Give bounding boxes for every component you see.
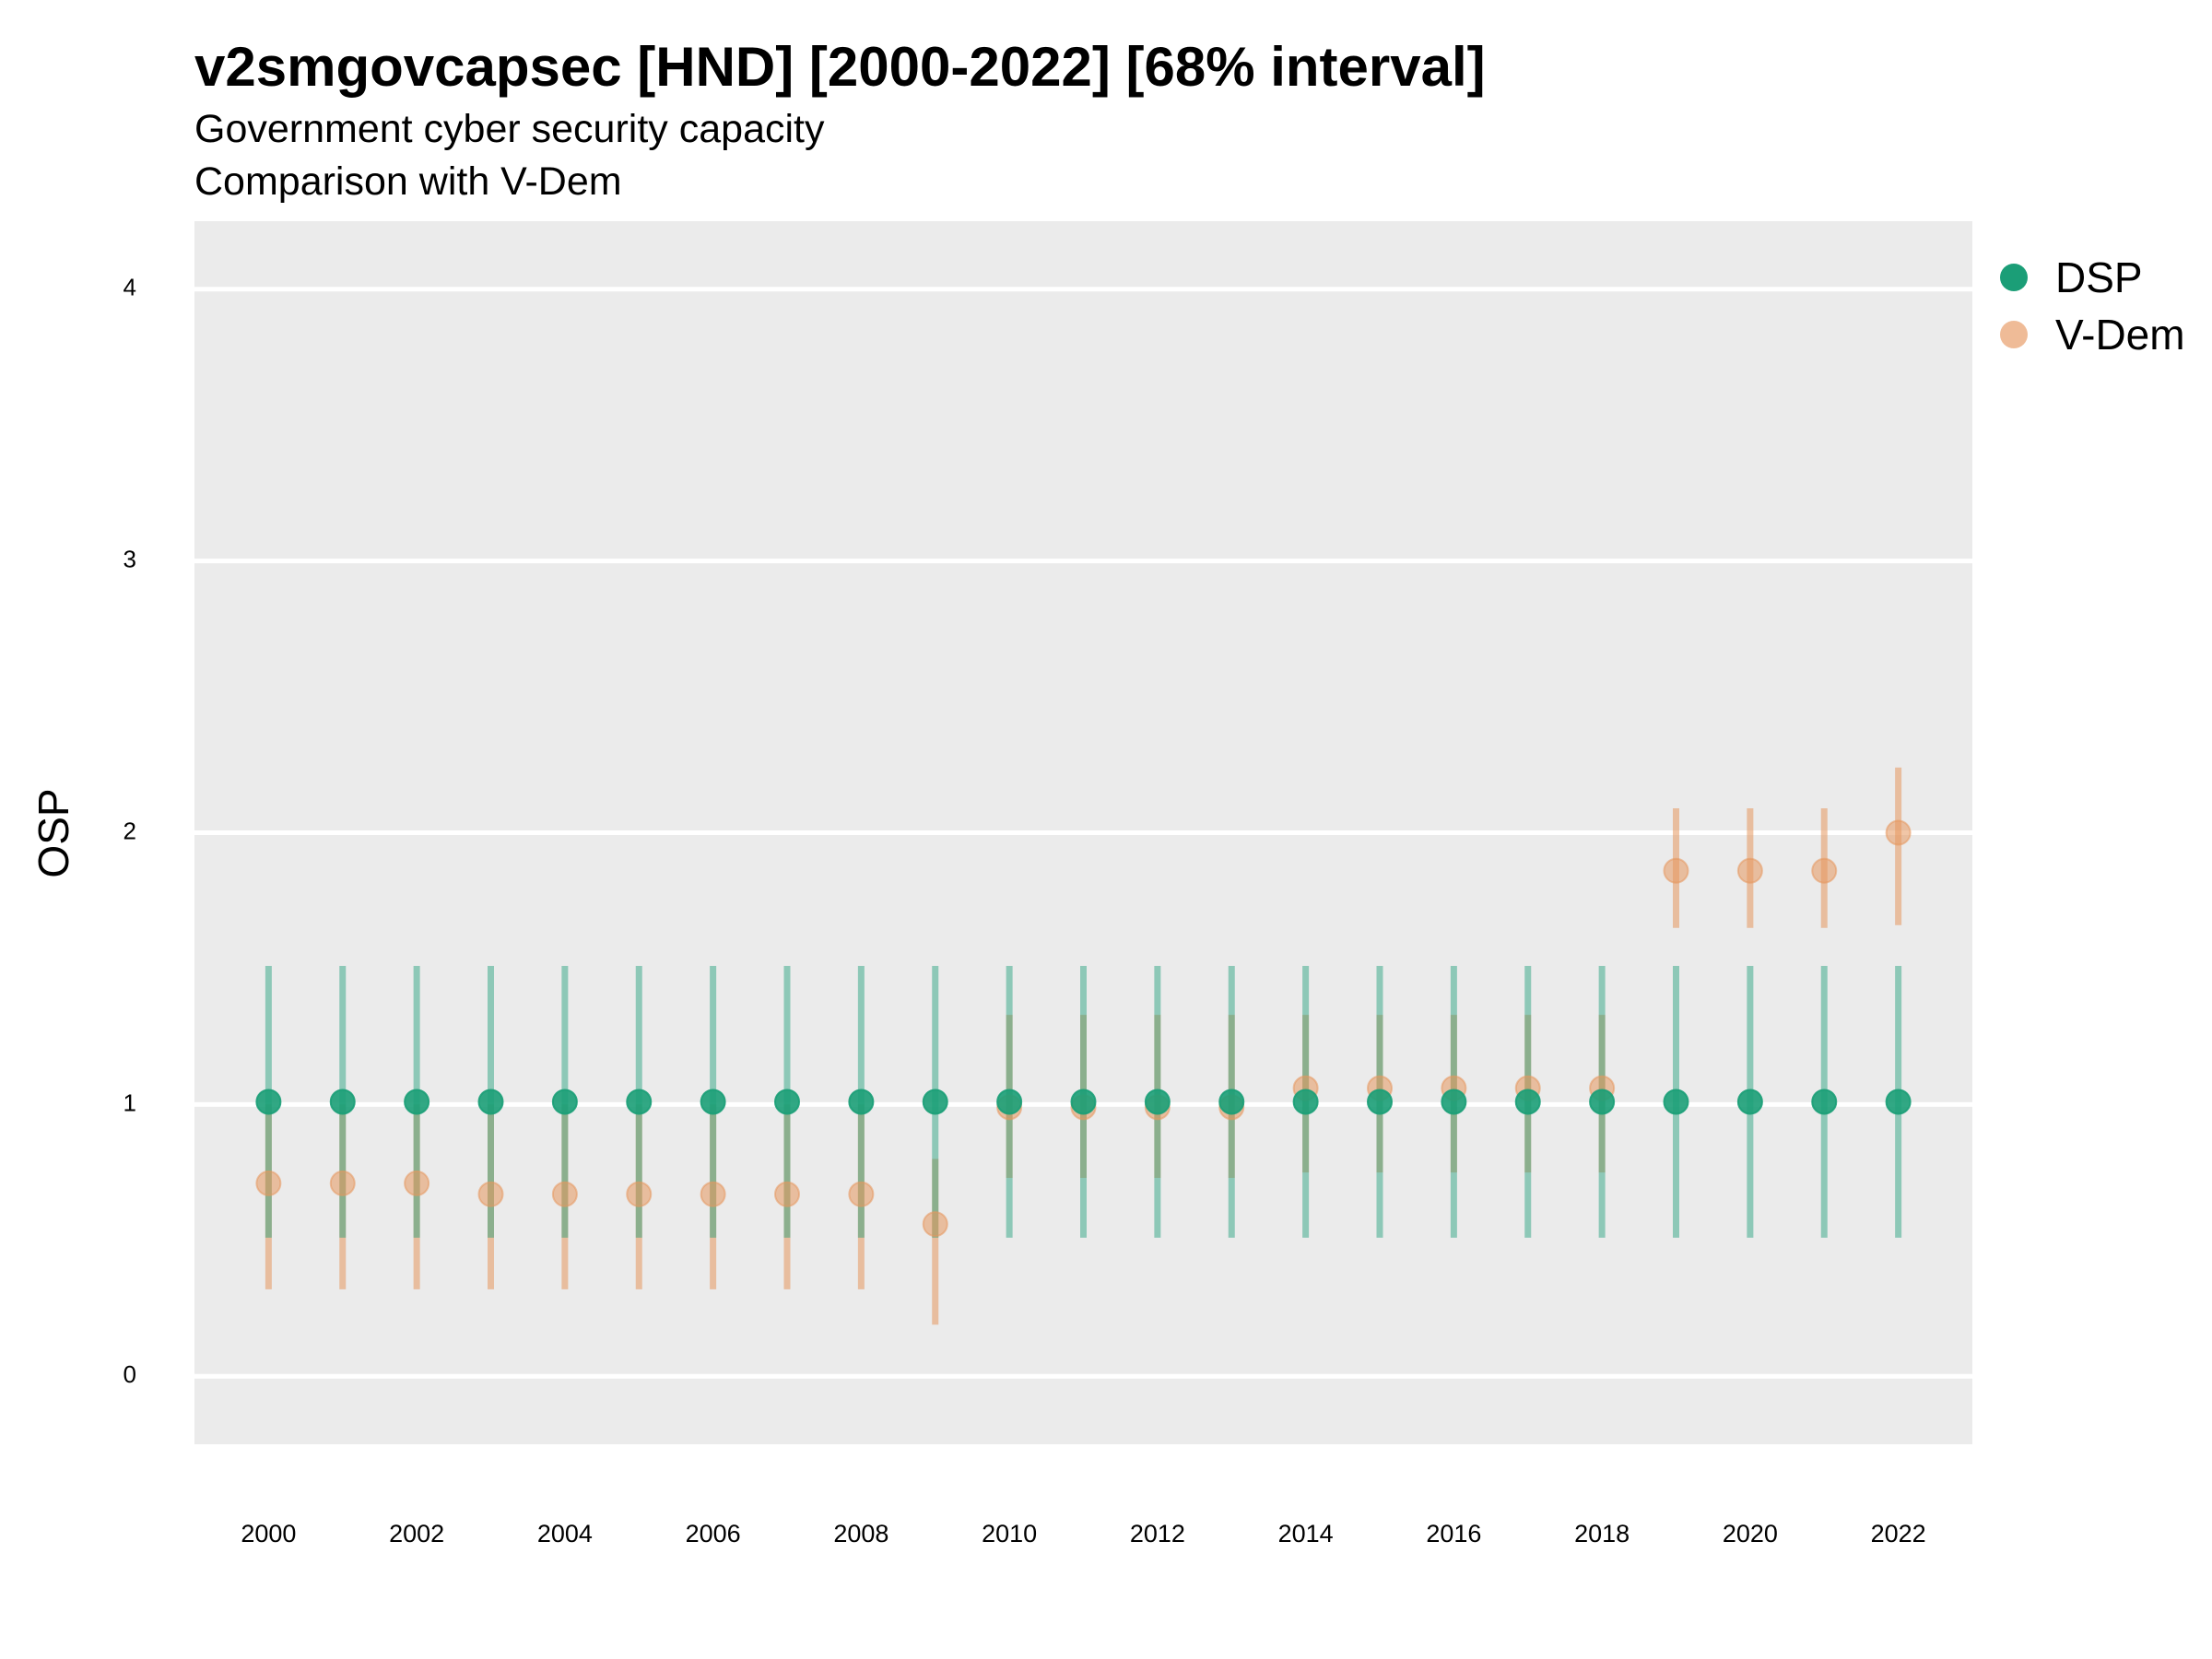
chart-title: v2smgovcapsec [HND] [2000-2022] [68% int… xyxy=(194,36,1486,98)
chart-caption: Comparison with V-Dem xyxy=(194,159,622,204)
x-tick-label: 2012 xyxy=(1130,1520,1185,1547)
x-tick-label: 2006 xyxy=(686,1520,741,1547)
data-point-dsp xyxy=(1292,1088,1319,1115)
y-axis-label: OSP xyxy=(29,788,77,877)
data-point-v-dem xyxy=(922,1211,948,1238)
y-tick-label: 4 xyxy=(124,274,136,301)
data-point-v-dem xyxy=(404,1170,430,1196)
legend: DSP V-Dem xyxy=(2000,249,2185,363)
legend-swatch-vdem xyxy=(2000,321,2028,348)
x-tick-label: 2002 xyxy=(389,1520,444,1547)
data-points xyxy=(255,819,1912,1238)
data-point-v-dem xyxy=(1663,857,1689,884)
data-point-dsp xyxy=(1070,1088,1097,1115)
data-point-v-dem xyxy=(477,1181,504,1207)
x-tick-label: 2010 xyxy=(982,1520,1037,1547)
data-point-v-dem xyxy=(700,1181,726,1207)
x-tick-label: 2020 xyxy=(1723,1520,1778,1547)
x-tick-label: 2016 xyxy=(1426,1520,1481,1547)
legend-item-dsp: DSP xyxy=(2000,249,2185,306)
data-point-dsp xyxy=(255,1088,282,1115)
y-tick-label: 0 xyxy=(124,1360,136,1388)
data-point-v-dem xyxy=(329,1170,356,1196)
chart-subtitle: Government cyber security capacity xyxy=(194,107,825,151)
data-point-v-dem xyxy=(626,1181,653,1207)
legend-swatch-dsp xyxy=(2000,264,2028,291)
data-point-dsp xyxy=(329,1088,356,1115)
data-point-dsp xyxy=(404,1088,430,1115)
data-point-dsp xyxy=(1885,1088,1912,1115)
legend-label-dsp: DSP xyxy=(2055,253,2143,301)
data-point-dsp xyxy=(1589,1088,1616,1115)
data-point-v-dem xyxy=(848,1181,875,1207)
data-point-v-dem xyxy=(1811,857,1838,884)
data-point-v-dem xyxy=(1736,857,1763,884)
data-point-dsp xyxy=(1144,1088,1171,1115)
data-point-dsp xyxy=(1218,1088,1245,1115)
legend-label-vdem: V-Dem xyxy=(2055,311,2185,359)
x-tick-label: 2022 xyxy=(1871,1520,1926,1547)
data-point-dsp xyxy=(1663,1088,1689,1115)
data-point-dsp xyxy=(774,1088,800,1115)
data-point-dsp xyxy=(700,1088,726,1115)
data-point-v-dem xyxy=(1885,819,1912,846)
x-tick-label: 2000 xyxy=(241,1520,296,1547)
data-point-dsp xyxy=(1441,1088,1467,1115)
x-tick-label: 2008 xyxy=(833,1520,888,1547)
data-point-v-dem xyxy=(551,1181,578,1207)
x-tick-labels: 2000 2002 2004 2006 2008 2010 2012 2014 2016 2018… xyxy=(241,1520,1925,1547)
x-tick-label: 2004 xyxy=(537,1520,593,1547)
x-tick-label: 2014 xyxy=(1278,1520,1334,1547)
legend-item-vdem: V-Dem xyxy=(2000,306,2185,363)
x-tick-label: 2018 xyxy=(1574,1520,1630,1547)
y-tick-label: 2 xyxy=(124,817,136,844)
data-point-v-dem xyxy=(255,1170,282,1196)
y-tick-label: 3 xyxy=(124,545,136,572)
data-point-dsp xyxy=(996,1088,1023,1115)
y-tick-label: 1 xyxy=(124,1088,136,1116)
data-point-dsp xyxy=(1514,1088,1541,1115)
data-point-dsp xyxy=(848,1088,875,1115)
data-point-dsp xyxy=(1736,1088,1763,1115)
data-point-dsp xyxy=(1811,1088,1838,1115)
y-tick-labels: 0 1 2 3 4 xyxy=(124,274,136,1389)
data-point-dsp xyxy=(922,1088,948,1115)
data-point-dsp xyxy=(1367,1088,1393,1115)
data-point-dsp xyxy=(477,1088,504,1115)
data-point-dsp xyxy=(551,1088,578,1115)
data-point-dsp xyxy=(626,1088,653,1115)
data-point-v-dem xyxy=(774,1181,800,1207)
